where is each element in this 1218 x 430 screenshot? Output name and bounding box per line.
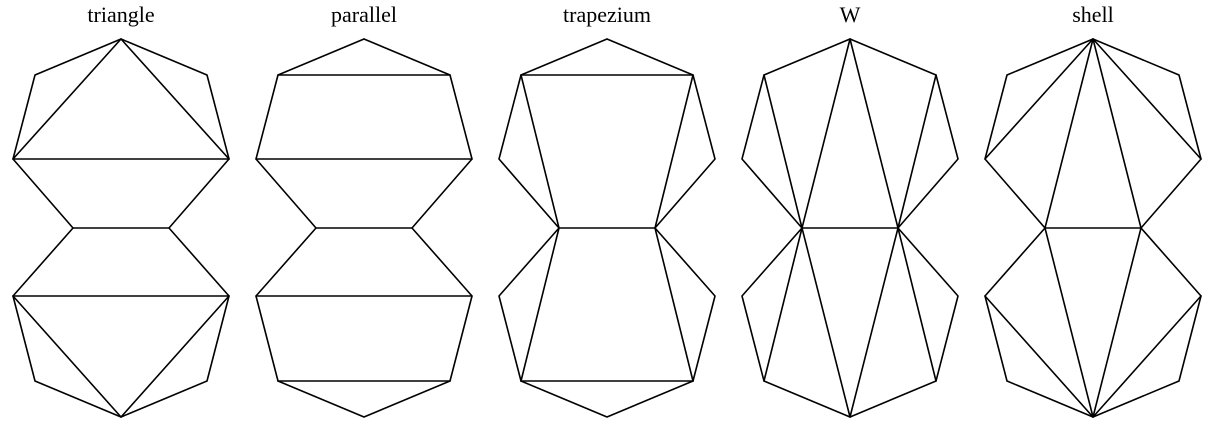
panel-title: parallel (331, 2, 397, 27)
panel-trapezium: trapezium (498, 2, 716, 418)
diagonals (520, 74, 694, 382)
outline (498, 38, 716, 418)
panel-triangle: triangle (12, 2, 230, 418)
diagonals (12, 38, 230, 418)
panel-title: W (840, 2, 861, 27)
panel-shell: shell (984, 2, 1202, 418)
diagonals (255, 74, 473, 382)
panel-title: trapezium (563, 2, 651, 27)
panel-w: W (741, 2, 959, 418)
panel-title: triangle (87, 2, 154, 27)
diagonals (984, 38, 1202, 418)
diagonals (763, 38, 937, 418)
panel-title: shell (1072, 2, 1114, 27)
panel-parallel: parallel (255, 2, 473, 418)
